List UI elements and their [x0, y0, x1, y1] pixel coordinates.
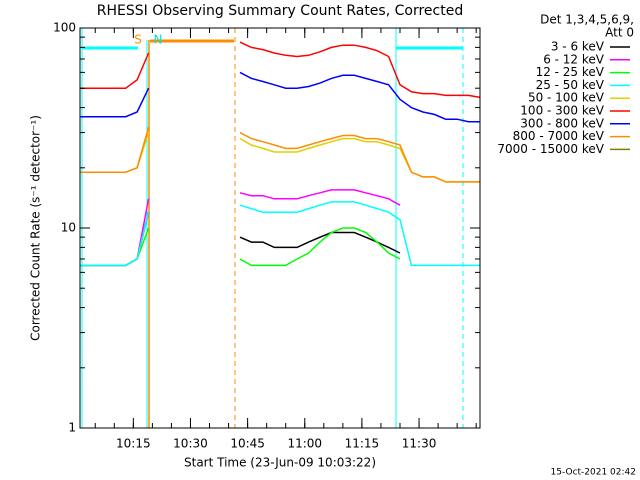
y-tick-label: 1: [68, 421, 76, 435]
legend-label: 25 - 50 keV: [536, 78, 605, 92]
series-line: [80, 71, 480, 123]
series-line: [80, 126, 480, 183]
y-axis-label: Corrected Count Rate (s⁻¹ detector⁻¹): [29, 115, 43, 341]
chart-title: RHESSI Observing Summary Count Rates, Co…: [97, 3, 463, 19]
series-line: [80, 212, 401, 267]
legend-label: 12 - 25 keV: [536, 65, 605, 79]
legend-label: 300 - 800 keV: [520, 116, 604, 130]
legend-header: Det 1,3,4,5,6,9,: [540, 13, 634, 27]
x-tick-label: 11:15: [345, 437, 380, 451]
legend-label: 3 - 6 keV: [551, 40, 605, 54]
timestamp: 15-Oct-2021 02:42: [551, 468, 636, 478]
x-tick-label: 10:15: [116, 437, 151, 451]
legend-label: 100 - 300 keV: [520, 104, 604, 118]
y-tick-label: 10: [61, 221, 76, 235]
legend-label: 6 - 12 keV: [543, 52, 605, 66]
legend-label: 7000 - 15000 keV: [497, 142, 604, 156]
legend-label: 50 - 100 keV: [528, 91, 605, 105]
x-tick-label: 11:00: [287, 437, 322, 451]
legend-header: Att 0: [605, 26, 634, 40]
x-tick-label: 10:45: [230, 437, 265, 451]
x-tick-label: 11:30: [402, 437, 437, 451]
x-tick-label: 10:30: [173, 437, 208, 451]
annotation: S: [134, 33, 142, 47]
series-line: [80, 227, 401, 267]
series-line: [80, 201, 480, 267]
legend-label: 800 - 7000 keV: [513, 129, 605, 143]
plot-frame: [79, 27, 481, 429]
x-axis-label: Start Time (23-Jun-09 10:03:22): [184, 456, 376, 470]
annotation: N: [154, 33, 163, 47]
series-line: [80, 41, 481, 99]
y-tick-label: 100: [53, 21, 76, 35]
